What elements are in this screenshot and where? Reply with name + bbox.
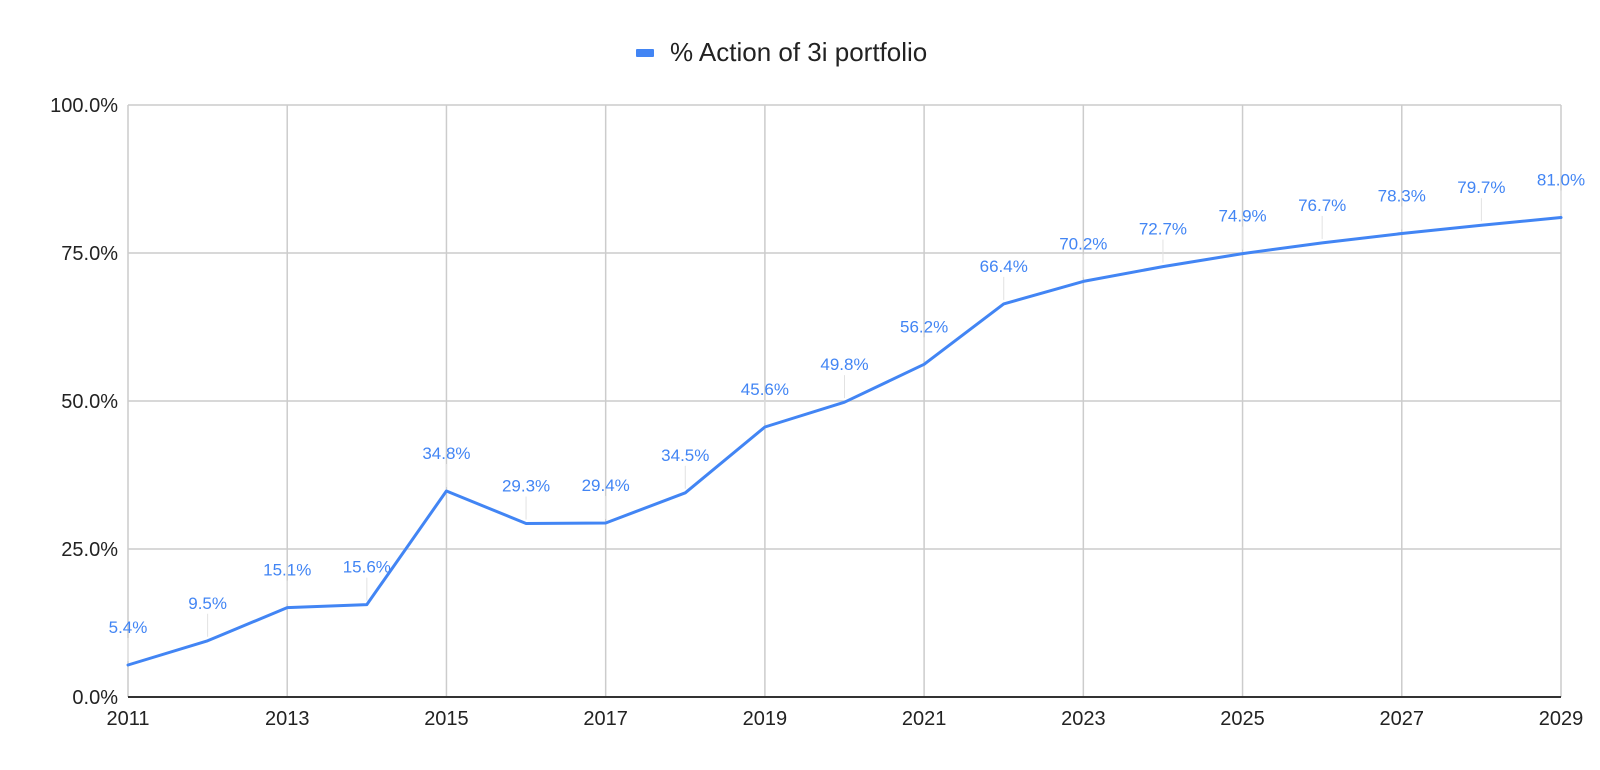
x-tick-label: 2013	[265, 708, 310, 730]
legend-label: % Action of 3i portfolio	[670, 37, 927, 67]
data-point	[843, 400, 847, 404]
data-label: 56.2%	[900, 317, 948, 336]
data-point	[1241, 252, 1245, 256]
legend-swatch	[636, 49, 654, 57]
data-label: 70.2%	[1059, 234, 1107, 253]
data-point	[1002, 302, 1006, 306]
data-label-layer: 5.4% 9.5% 15.1% 15.6% 34.8% 29.3% 29.4% 34.5% 45…	[109, 170, 1585, 662]
data-label: 49.8%	[820, 355, 868, 374]
data-point	[922, 362, 926, 366]
data-label: 79.7%	[1457, 178, 1505, 197]
data-point	[604, 521, 608, 525]
data-label: 74.9%	[1218, 207, 1266, 226]
grid-layer	[127, 104, 1562, 697]
x-tick-label: 2021	[902, 708, 947, 730]
data-point	[444, 489, 448, 493]
data-point	[524, 522, 528, 526]
x-tick-label: 2019	[743, 708, 788, 730]
data-label: 81.0%	[1537, 170, 1585, 189]
data-label: 34.5%	[661, 446, 709, 465]
data-label: 5.4%	[109, 618, 148, 637]
series-layer	[126, 215, 1563, 667]
data-label: 15.6%	[343, 558, 391, 577]
data-point	[683, 491, 687, 495]
data-point	[763, 425, 767, 429]
data-point	[126, 663, 130, 667]
data-point	[1081, 279, 1085, 283]
axis-layer: 0.0% 25.0% 50.0% 75.0% 100.0% 2011 2013 2015 201…	[50, 95, 1583, 730]
data-label: 76.7%	[1298, 196, 1346, 215]
x-tick-label: 2027	[1380, 708, 1425, 730]
x-tick-label: 2017	[583, 708, 628, 730]
data-point	[285, 606, 289, 610]
data-point	[1479, 223, 1483, 227]
x-tick-label: 2025	[1220, 708, 1265, 730]
data-label: 45.6%	[741, 380, 789, 399]
legend: % Action of 3i portfolio	[636, 37, 927, 67]
data-point	[1400, 231, 1404, 235]
y-tick-label: 25.0%	[61, 539, 118, 561]
data-label: 78.3%	[1378, 186, 1426, 205]
data-point	[365, 603, 369, 607]
data-label: 29.4%	[582, 476, 630, 495]
data-point	[1161, 265, 1165, 269]
x-tick-label: 2023	[1061, 708, 1106, 730]
data-label: 34.8%	[422, 444, 470, 463]
x-tick-label: 2029	[1539, 708, 1584, 730]
data-label: 9.5%	[188, 594, 227, 613]
data-point	[1559, 215, 1563, 219]
x-tick-label: 2011	[106, 708, 149, 730]
data-label: 72.7%	[1139, 220, 1187, 239]
data-label: 66.4%	[980, 257, 1028, 276]
data-point	[1320, 241, 1324, 245]
x-tick-label: 2015	[424, 708, 469, 730]
data-label: 29.3%	[502, 477, 550, 496]
data-label: 15.1%	[263, 561, 311, 580]
y-tick-label: 100.0%	[50, 95, 118, 117]
data-point	[206, 639, 210, 643]
series-line	[126, 216, 1563, 667]
y-tick-label: 50.0%	[61, 391, 118, 413]
y-tick-label: 75.0%	[61, 243, 118, 265]
y-tick-label: 0.0%	[72, 687, 118, 709]
